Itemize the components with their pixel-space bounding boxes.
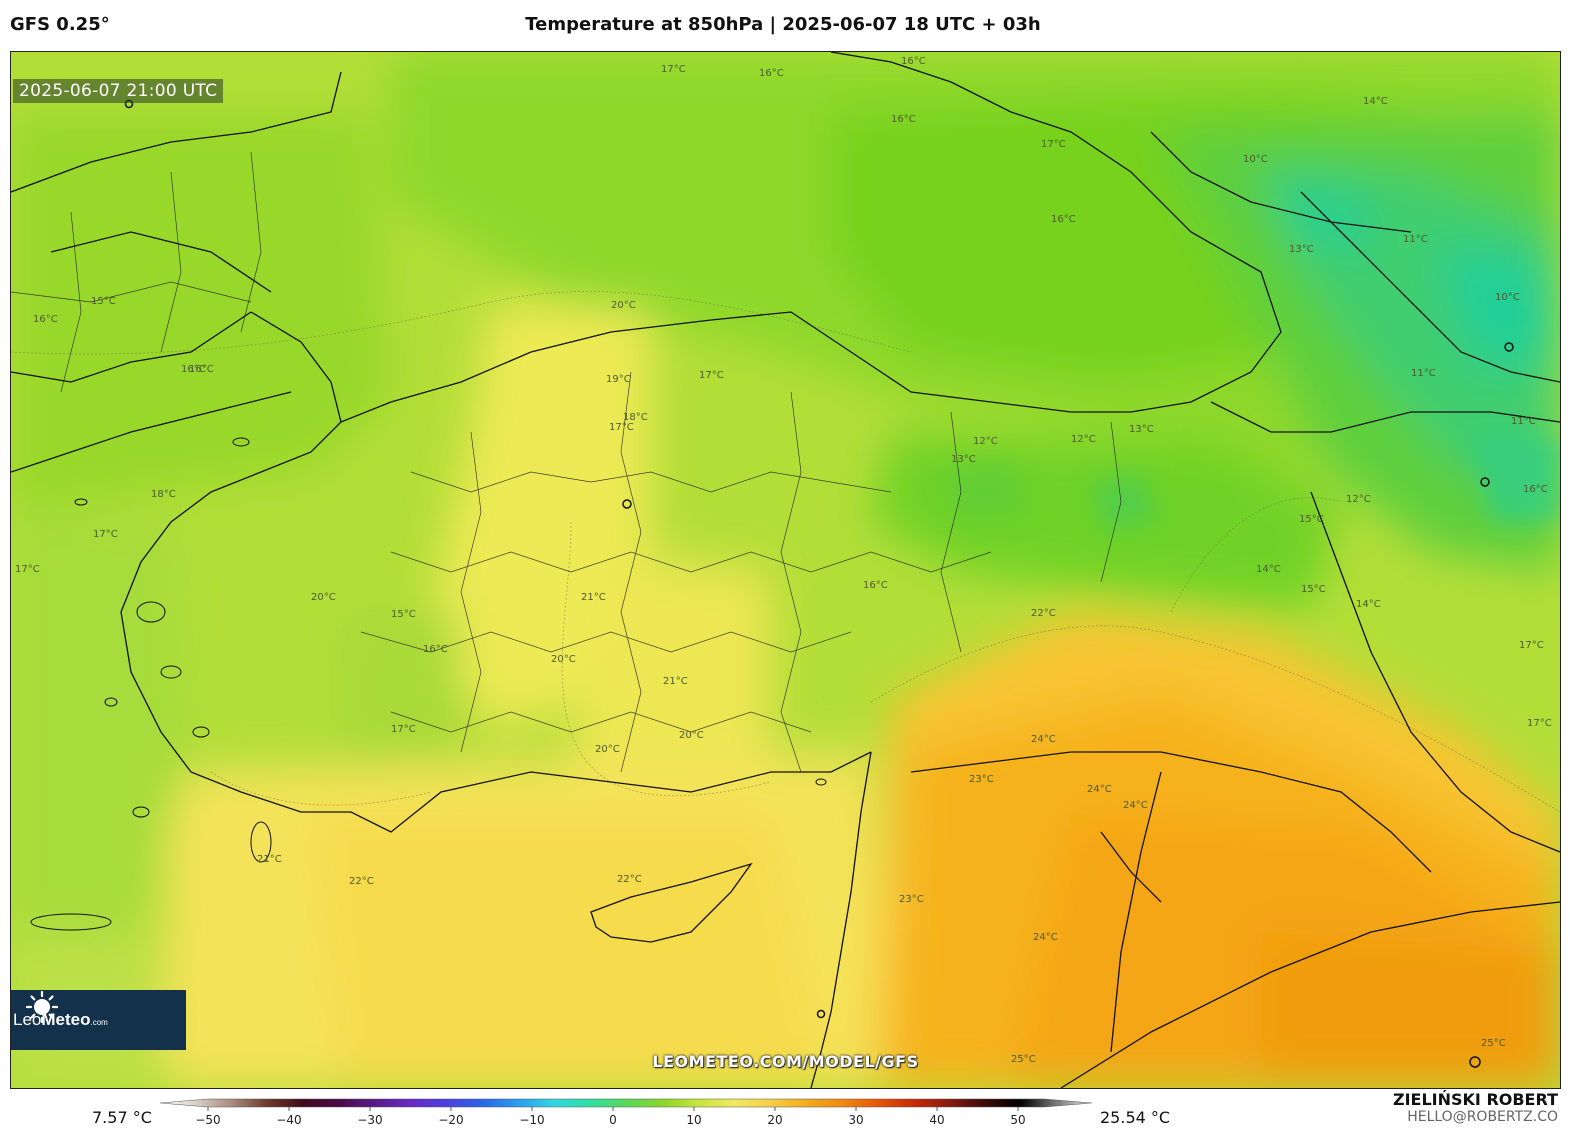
colorbar: −50 −40 −30 −20 −10 0 10 20 30 40 50 bbox=[160, 1098, 1093, 1127]
contour-label: 23°C bbox=[899, 894, 924, 905]
contour-label: 15°C bbox=[1299, 514, 1324, 525]
contour-label: 11°C bbox=[1403, 234, 1428, 245]
map-title: Temperature at 850hPa | 2025-06-07 18 UT… bbox=[525, 14, 1041, 35]
contour-label: 16°C bbox=[891, 114, 916, 125]
temperature-map[interactable]: 17°C 16°C 16°C 17°C 16°C 14°C 10°C 16°C … bbox=[10, 51, 1561, 1089]
contour-label: 18°C bbox=[151, 489, 176, 500]
contour-label: 16°C bbox=[1051, 214, 1076, 225]
valid-time-badge: 2025-06-07 21:00 UTC bbox=[13, 79, 224, 103]
contour-label: 20°C bbox=[679, 730, 704, 741]
contour-label: 18°C bbox=[623, 412, 648, 423]
contour-label: 15°C bbox=[1301, 584, 1326, 595]
colorbar-tick-label: −30 bbox=[357, 1113, 382, 1127]
contour-label: 17°C bbox=[699, 370, 724, 381]
contour-label: 20°C bbox=[595, 744, 620, 755]
colorbar-tick-label: 10 bbox=[686, 1113, 701, 1127]
contour-label: 19°C bbox=[606, 374, 631, 385]
colorbar-tick-label: −40 bbox=[276, 1113, 301, 1127]
contour-label: 22°C bbox=[1031, 608, 1056, 619]
contour-label: 20°C bbox=[551, 654, 576, 665]
author-credit: ZIELIŃSKI ROBERT HELLO@ROBERTZ.CO bbox=[1393, 1090, 1558, 1125]
contour-label: 16°C bbox=[901, 56, 926, 67]
contour-label: 17°C bbox=[391, 724, 416, 735]
contour-label: 20°C bbox=[311, 592, 336, 603]
contour-label: 10°C bbox=[1243, 154, 1268, 165]
contour-label: 11°C bbox=[1511, 416, 1536, 427]
model-label: GFS 0.25° bbox=[10, 14, 110, 35]
colorbar-tick-label: 0 bbox=[609, 1113, 617, 1127]
colorbar-tick-label: −50 bbox=[195, 1113, 220, 1127]
contour-label: 12°C bbox=[1346, 494, 1371, 505]
colorbar-ticks: −50 −40 −30 −20 −10 0 10 20 30 40 50 bbox=[195, 1107, 1026, 1127]
contour-label: 11°C bbox=[1411, 368, 1436, 379]
contour-label: 12°C bbox=[973, 436, 998, 447]
contour-label: 17°C bbox=[1527, 718, 1552, 729]
contour-label: 17°C bbox=[15, 564, 40, 575]
contour-label: 21°C bbox=[581, 592, 606, 603]
contour-label: 24°C bbox=[1123, 800, 1148, 811]
colorbar-tick-label: 40 bbox=[929, 1113, 944, 1127]
contour-label: 16°C bbox=[423, 644, 448, 655]
contour-label: 16°C bbox=[33, 314, 58, 325]
contour-label: 16°C bbox=[1523, 484, 1548, 495]
contour-label: 22°C bbox=[349, 876, 374, 887]
colorbar-tick-label: −10 bbox=[519, 1113, 544, 1127]
contour-label: 16°C bbox=[189, 364, 214, 375]
contour-label: 12°C bbox=[1071, 434, 1096, 445]
contour-label: 17°C bbox=[609, 422, 634, 433]
contour-label: 15°C bbox=[391, 609, 416, 620]
contour-label: 14°C bbox=[1356, 599, 1381, 610]
colorbar-tick-label: 50 bbox=[1010, 1113, 1025, 1127]
contour-label: 23°C bbox=[969, 774, 994, 785]
contour-label: 13°C bbox=[1289, 244, 1314, 255]
contour-label: 13°C bbox=[1129, 424, 1154, 435]
author-email: HELLO@ROBERTZ.CO bbox=[1407, 1109, 1558, 1125]
colorbar-tick-label: 30 bbox=[848, 1113, 863, 1127]
author-name: ZIELIŃSKI ROBERT bbox=[1392, 1090, 1558, 1109]
contour-label: 14°C bbox=[1363, 96, 1388, 107]
contour-label: 24°C bbox=[1033, 932, 1058, 943]
contour-label: 24°C bbox=[1087, 784, 1112, 795]
temperature-field: 17°C 16°C 16°C 17°C 16°C 14°C 10°C 16°C … bbox=[11, 52, 1560, 1088]
contour-label: 16°C bbox=[181, 364, 206, 375]
sun-icon bbox=[25, 990, 59, 1024]
contour-label: 15°C bbox=[91, 296, 116, 307]
colorbar-tick-label: 20 bbox=[767, 1113, 782, 1127]
contour-label: 17°C bbox=[1041, 139, 1066, 150]
colorbar-tick-label: −20 bbox=[438, 1113, 463, 1127]
contour-label: 22°C bbox=[617, 874, 642, 885]
source-watermark: LEOMETEO.COM/MODEL/GFS bbox=[652, 1052, 919, 1071]
contour-label: 25°C bbox=[1481, 1038, 1506, 1049]
contour-label: 17°C bbox=[93, 529, 118, 540]
contour-label: 21°C bbox=[663, 676, 688, 687]
contour-label: 10°C bbox=[1495, 292, 1520, 303]
contour-labels: 17°C 16°C 16°C 17°C 16°C 14°C 10°C 16°C … bbox=[15, 56, 1552, 1065]
contour-label: 14°C bbox=[1256, 564, 1281, 575]
leometeo-logo[interactable]: LeoMeteo.com bbox=[11, 990, 186, 1050]
contour-label: 20°C bbox=[611, 300, 636, 311]
field-min-label: 7.57 °C bbox=[92, 1108, 152, 1127]
contour-label: 25°C bbox=[1011, 1054, 1036, 1065]
contour-label: 16°C bbox=[863, 580, 888, 591]
contour-label: 17°C bbox=[661, 64, 686, 75]
contour-label: 17°C bbox=[1519, 640, 1544, 651]
contour-label: 21°C bbox=[257, 854, 282, 865]
contour-label: 13°C bbox=[951, 454, 976, 465]
contour-label: 16°C bbox=[759, 68, 784, 79]
contour-label: 24°C bbox=[1031, 734, 1056, 745]
field-max-label: 25.54 °C bbox=[1100, 1108, 1171, 1127]
